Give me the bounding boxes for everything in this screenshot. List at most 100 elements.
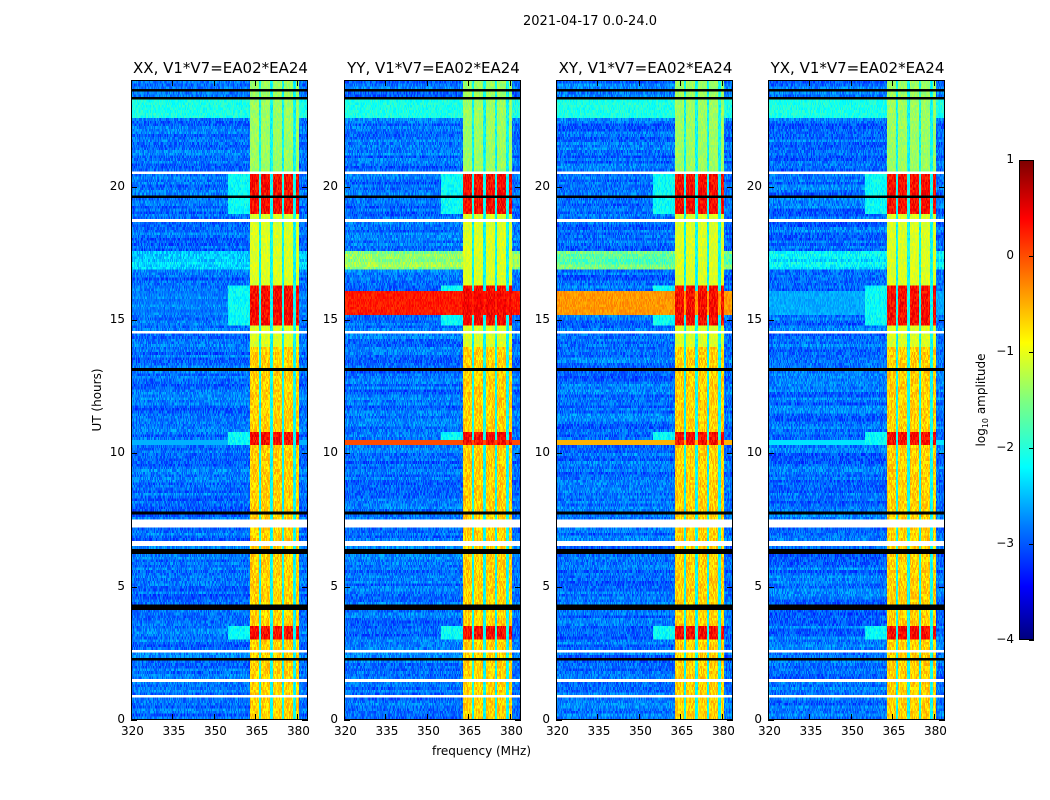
panel-title: YY, V1*V7=EA02*EA24 xyxy=(347,59,520,77)
x-tick xyxy=(468,80,470,86)
x-tick xyxy=(213,714,215,720)
y-tick-label: 20 xyxy=(746,178,762,193)
x-tick-label: 320 xyxy=(546,724,569,738)
y-tick xyxy=(939,453,945,455)
y-tick-label: 10 xyxy=(322,445,338,460)
y-tick xyxy=(939,186,945,188)
x-tick xyxy=(933,80,935,86)
colorbar-label-rest: amplitude xyxy=(973,353,988,418)
x-tick-label: 365 xyxy=(670,724,694,738)
x-tick xyxy=(556,714,557,720)
x-tick xyxy=(597,714,599,720)
y-tick-label: 20 xyxy=(534,178,550,193)
heatmap-image xyxy=(132,81,307,719)
y-tick xyxy=(556,186,562,188)
x-tick-label: 350 xyxy=(840,724,864,738)
x-tick-label: 380 xyxy=(711,724,735,738)
colorbar-label-sub: 10 xyxy=(981,417,991,429)
y-tick-label: 10 xyxy=(109,445,125,460)
heatmap-panel: YY, V1*V7=EA02*EA24 xyxy=(344,59,521,720)
y-tick xyxy=(727,320,733,321)
y-tick-label: 0 xyxy=(117,712,125,726)
y-tick xyxy=(344,453,350,455)
y-tick-label: 20 xyxy=(109,178,125,193)
colorbar-tick-label: 1 xyxy=(1006,152,1014,166)
y-tick xyxy=(302,320,308,321)
heatmap-image xyxy=(769,81,944,719)
y-tick-label: 20 xyxy=(322,178,338,193)
colorbar-tick-label: −1 xyxy=(996,344,1014,358)
x-tick xyxy=(850,80,852,86)
x-tick xyxy=(131,714,132,720)
x-tick-label: 380 xyxy=(286,724,310,738)
x-tick-label: 320 xyxy=(334,724,357,738)
y-tick xyxy=(768,320,774,321)
x-tick-label: 350 xyxy=(416,724,440,738)
colorbar-tick-label: 0 xyxy=(1006,248,1014,262)
y-tick xyxy=(768,186,774,188)
y-tick xyxy=(556,320,562,321)
y-tick xyxy=(515,586,521,588)
x-tick xyxy=(296,714,298,720)
x-tick-label: 350 xyxy=(203,724,227,738)
y-tick xyxy=(344,720,350,721)
x-tick xyxy=(426,714,428,720)
y-tick xyxy=(727,586,733,588)
y-tick xyxy=(131,453,137,455)
x-tick xyxy=(721,80,723,86)
y-tick xyxy=(768,720,774,721)
colorbar-tick-label: −4 xyxy=(996,632,1014,646)
y-tick xyxy=(768,453,774,455)
y-tick xyxy=(302,720,308,721)
x-tick xyxy=(213,80,215,86)
y-tick xyxy=(515,453,521,455)
y-tick-label: 5 xyxy=(754,578,762,593)
figure-title: 2021-04-17 0.0-24.0 xyxy=(523,14,657,29)
x-tick xyxy=(172,714,174,720)
heatmap-image xyxy=(557,81,732,719)
colorbar-tick xyxy=(1029,448,1034,449)
x-tick xyxy=(255,80,257,86)
colorbar-tick xyxy=(1029,256,1034,257)
x-axis-label: frequency (MHz) xyxy=(432,744,532,758)
y-tick xyxy=(939,320,945,321)
x-tick-label: 365 xyxy=(245,724,269,738)
x-tick-label: 335 xyxy=(375,724,399,738)
y-tick xyxy=(727,453,733,455)
x-tick-label: 380 xyxy=(923,724,947,738)
y-tick-label: 10 xyxy=(534,445,550,460)
x-tick xyxy=(344,80,345,86)
y-tick-label: 15 xyxy=(746,312,762,326)
x-tick xyxy=(892,80,894,86)
panel-title: XY, V1*V7=EA02*EA24 xyxy=(558,59,733,77)
y-tick xyxy=(727,720,733,721)
y-tick-label: 0 xyxy=(542,712,550,726)
y-tick-label: 15 xyxy=(322,312,338,326)
x-tick xyxy=(597,80,599,86)
colorbar-tick-label: −3 xyxy=(996,536,1014,550)
x-tick-label: 335 xyxy=(799,724,823,738)
y-axis-label: UT (hours) xyxy=(90,368,104,432)
x-tick xyxy=(131,80,132,86)
x-tick xyxy=(850,714,852,720)
y-tick xyxy=(344,320,350,321)
x-tick xyxy=(680,80,682,86)
y-tick xyxy=(131,720,137,721)
x-tick xyxy=(638,714,640,720)
y-tick-label: 10 xyxy=(746,445,762,460)
panel-title: YX, V1*V7=EA02*EA24 xyxy=(770,59,945,77)
colorbar-label-main: log xyxy=(973,428,988,447)
y-tick xyxy=(556,720,562,721)
colorbar-tick xyxy=(1029,640,1034,641)
x-tick xyxy=(509,714,511,720)
x-tick xyxy=(768,80,769,86)
x-tick xyxy=(933,714,935,720)
x-tick-label: 350 xyxy=(628,724,652,738)
x-tick-label: 320 xyxy=(121,724,144,738)
colorbar-tick-label: −2 xyxy=(996,440,1014,454)
y-tick xyxy=(768,586,774,588)
heatmap-panel: XX, V1*V7=EA02*EA24 xyxy=(131,59,308,720)
y-tick xyxy=(344,586,350,588)
y-tick xyxy=(302,586,308,588)
x-tick xyxy=(426,80,428,86)
